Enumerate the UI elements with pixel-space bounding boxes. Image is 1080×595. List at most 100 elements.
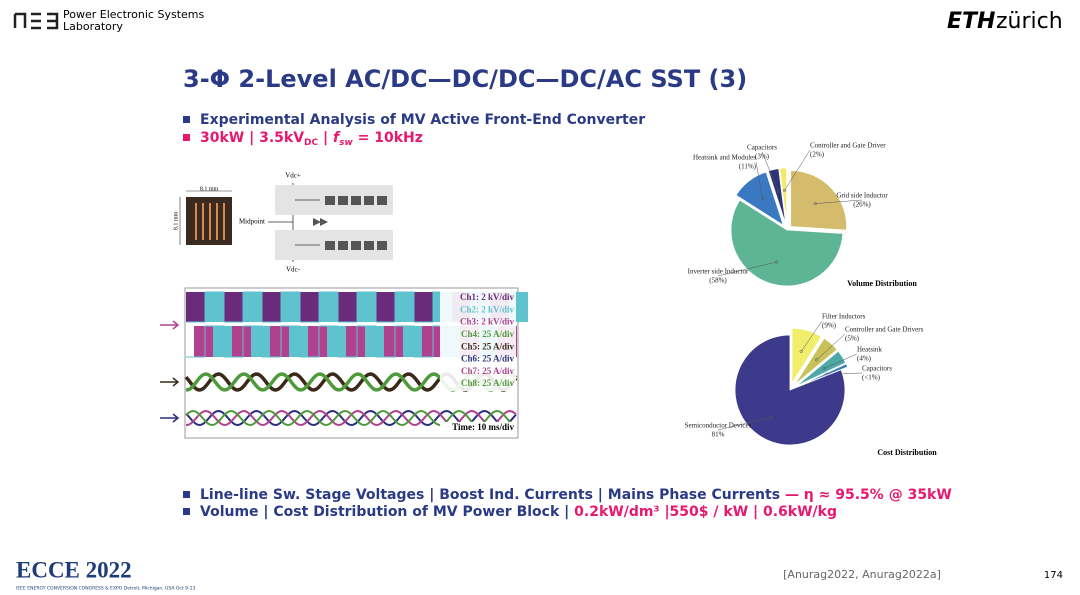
- waveform-block: [281, 292, 300, 322]
- citation: [Anurag2022, Anurag2022a]: [783, 568, 941, 581]
- leader-line: [784, 149, 811, 191]
- waveform-block: [270, 326, 289, 357]
- leader-line: [823, 353, 858, 369]
- leader-line: [755, 161, 763, 199]
- slice-label: Heatsink: [857, 346, 882, 354]
- pes-logo: [13, 12, 59, 30]
- circuit-diagram: [268, 183, 393, 262]
- waveform-block: [251, 326, 270, 357]
- waveform-block: [224, 292, 243, 322]
- lab-name: Power Electronic Systems: [63, 8, 204, 21]
- ecce-subtitle: IEEE ENERGY CONVERSION CONGRESS & EXPO D…: [16, 586, 195, 592]
- slice-label: Heatsink and Modules: [693, 154, 756, 162]
- chart-title: Cost Distribution: [877, 448, 937, 457]
- waveform-block: [376, 292, 395, 322]
- slice-value-label: (3%): [755, 153, 770, 161]
- leader-line: [717, 417, 772, 431]
- slice-value-label: (9%): [822, 322, 837, 330]
- waveform-block: [422, 326, 441, 357]
- waveform-block: [262, 292, 281, 322]
- channel-label: Ch3: 2 kV/div: [460, 317, 515, 327]
- pie-slice: [767, 168, 787, 225]
- slice-value-label: (<1%): [862, 374, 881, 382]
- pie-slice: [795, 350, 847, 387]
- eth-logo: zürich: [996, 9, 1063, 34]
- leader-dot: [814, 358, 819, 362]
- page-number: 174: [1044, 570, 1063, 581]
- waveform-block: [403, 326, 422, 357]
- bullet: [183, 491, 190, 498]
- slice-value-label: (11%): [739, 163, 757, 171]
- node-label: Vdc-: [286, 266, 301, 274]
- leader-dot: [761, 197, 765, 201]
- eth-logo: ETH: [947, 9, 995, 34]
- slice-value-label: (58%): [709, 277, 727, 285]
- leader-line: [816, 333, 846, 361]
- channel-label: Ch2: 2 kV/div: [460, 304, 515, 314]
- channel-label: Ch7: 25 A/div: [461, 366, 515, 376]
- leader-dot: [769, 415, 774, 419]
- arrows: [160, 320, 180, 423]
- slice-label: Semiconductor Devices: [685, 422, 752, 430]
- slice-value-label: (2%): [810, 151, 825, 159]
- waveform-block: [300, 292, 319, 322]
- leader-dot: [776, 189, 780, 193]
- pie-slice: [735, 171, 785, 227]
- slice-label: Filter Inductors: [822, 313, 866, 321]
- waveform-block: [414, 292, 433, 322]
- node-label: Vdc+: [285, 172, 301, 180]
- waveform-block: [346, 326, 365, 357]
- leader-dot: [782, 188, 787, 193]
- waveform-block: [205, 292, 224, 322]
- waveform-block: [319, 292, 338, 322]
- leader-line: [717, 261, 777, 277]
- waveform-block: [308, 326, 327, 357]
- pie-slice: [730, 199, 844, 287]
- bullet-text: Experimental Analysis of MV Active Front…: [200, 112, 645, 128]
- waveform-block: [365, 326, 384, 357]
- ecce-logo: ECCE 2022: [16, 557, 132, 582]
- channel-label: Ch8: 25 A/div: [461, 378, 515, 388]
- leader-dot: [813, 202, 817, 206]
- leader-dot: [775, 260, 779, 264]
- leader-dot: [799, 350, 803, 354]
- pie-slice: [779, 167, 788, 225]
- slice-label: Controller and Gate Driver: [810, 142, 886, 150]
- bullet: [183, 134, 190, 141]
- pie-slice: [790, 170, 847, 231]
- dimension-label: 8.1 mm: [200, 186, 219, 192]
- bullet-text: Line-line Sw. Stage Voltages | Boost Ind…: [200, 487, 952, 503]
- time-label: Time: 10 ms/div: [452, 422, 514, 432]
- dimension-label: 8.1 mm: [173, 212, 179, 231]
- chip-diagram: [179, 190, 232, 245]
- bullet-text: Volume | Cost Distribution of MV Power B…: [200, 504, 837, 520]
- pie-slice: [734, 334, 846, 446]
- slice-label: Capacitors: [747, 144, 777, 152]
- bullet: [183, 116, 190, 123]
- pie-slice: [796, 363, 849, 388]
- channel-label: Ch1: 2 kV/div: [460, 292, 515, 302]
- legend-box: [440, 422, 516, 434]
- channel-label: Ch4: 25 A/div: [461, 329, 515, 339]
- waveform-block: [232, 326, 251, 357]
- pie-slice: [791, 327, 822, 385]
- slice-label: Capacitors: [862, 365, 892, 373]
- waveform-block: [243, 292, 262, 322]
- channel-label: Ch5: 25 A/div: [461, 341, 515, 351]
- slice-value-label: 81%: [712, 431, 725, 439]
- slice-label: Inverter side Inductor: [688, 268, 749, 276]
- waveform-block: [327, 326, 346, 357]
- oscilloscope: Ch1: 2 kV/div Ch2: 2 kV/div Ch3: 2 kV/div C…: [184, 287, 528, 439]
- waveform-block: [384, 326, 403, 357]
- slice-label: Controller and Gate Drivers: [845, 326, 924, 334]
- leader-dot: [822, 367, 826, 371]
- node-label: Midpoint: [239, 218, 265, 226]
- chart-title: Volume Distribution: [847, 279, 917, 288]
- slice-value-label: (5%): [845, 335, 860, 343]
- slide-title: 3-Φ 2-Level AC/DC—DC/DC—DC/AC SST (3): [183, 65, 747, 93]
- waveform-block: [338, 292, 357, 322]
- waveform-block: [289, 326, 308, 357]
- waveform-block: [357, 292, 376, 322]
- leader-line: [815, 199, 863, 204]
